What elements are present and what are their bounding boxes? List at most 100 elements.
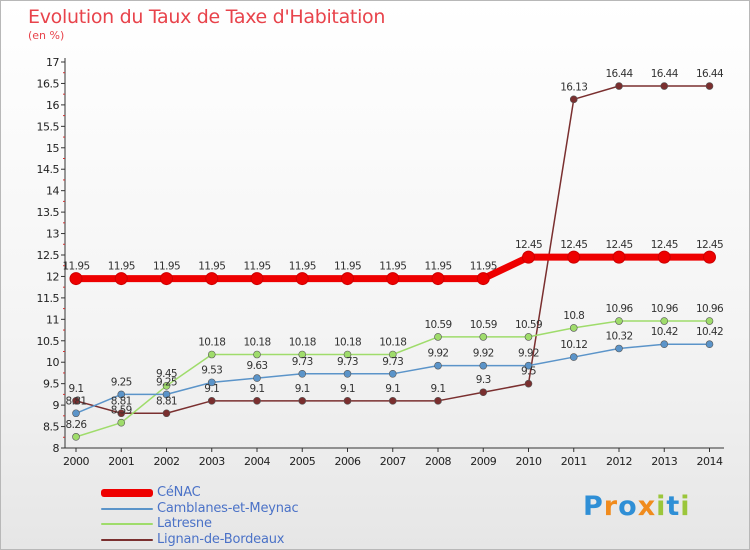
data-label: 10.96 (605, 303, 633, 315)
data-point (388, 397, 397, 405)
data-point (615, 82, 623, 90)
data-point (615, 344, 623, 353)
data-point (72, 409, 80, 418)
data-point (117, 390, 126, 399)
brand-letter: r (603, 491, 619, 522)
x-tick-label: 2012 (606, 455, 632, 468)
data-point (705, 340, 714, 349)
data-point (431, 272, 445, 286)
data-point (160, 272, 173, 286)
legend-label: Latresne (157, 516, 212, 531)
data-label: 8.26 (66, 419, 88, 431)
brand-letter: i (680, 491, 691, 522)
data-label: 12.45 (560, 239, 587, 251)
data-label: 10.18 (198, 337, 225, 349)
data-label: 9.1 (431, 383, 446, 395)
legend-label: CéNAC (157, 485, 201, 500)
data-label: 11.95 (243, 261, 270, 273)
x-tick-label: 2010 (516, 455, 542, 468)
data-point (660, 340, 669, 349)
data-label: 9.1 (385, 383, 400, 395)
data-point (569, 353, 578, 361)
x-tick-label: 2004 (244, 455, 270, 468)
data-label: 12.45 (605, 239, 632, 251)
data-point (117, 418, 126, 427)
y-tick-label: 11 (46, 313, 59, 326)
data-label: 9.73 (337, 356, 358, 368)
data-label: 10.59 (424, 319, 451, 331)
y-tick-label: 11.5 (37, 292, 60, 305)
y-tick-label: 9.5 (43, 378, 59, 391)
y-tick-label: 12.5 (37, 249, 60, 262)
data-label: 9.63 (247, 360, 268, 372)
data-point (162, 409, 171, 418)
data-label: 10.59 (470, 319, 497, 331)
y-tick-label: 16.5 (37, 77, 60, 90)
data-label: 10.42 (696, 326, 723, 338)
data-point (250, 272, 264, 286)
data-point (72, 433, 80, 441)
data-label: 11.95 (198, 261, 225, 273)
legend-swatch (101, 538, 153, 541)
chart-title: Evolution du Taux de Taxe d'Habitation (28, 6, 386, 28)
data-label: 10.96 (651, 303, 679, 315)
brand-letter: x (637, 491, 657, 522)
legend-label: Lignan-de-Bordeaux (157, 531, 285, 547)
data-point (705, 82, 714, 90)
data-label: 9.73 (382, 356, 403, 368)
data-label: 10.18 (334, 337, 361, 349)
data-label: 12.45 (515, 239, 542, 251)
data-point (567, 250, 581, 264)
data-label: 9.1 (204, 383, 219, 395)
data-point (114, 272, 128, 286)
data-point (569, 324, 578, 332)
data-point (205, 272, 219, 286)
data-label: 16.44 (605, 68, 633, 80)
x-tick-label: 2000 (63, 455, 89, 468)
data-label: 10.42 (651, 326, 678, 338)
data-point (117, 409, 126, 418)
data-point (207, 350, 216, 359)
data-label: 9.25 (111, 376, 132, 388)
y-tick-label: 14 (46, 185, 59, 198)
legend-swatch (101, 489, 153, 497)
data-label: 9.73 (292, 356, 313, 368)
brand-letter: o (618, 491, 638, 522)
data-point (660, 317, 669, 325)
data-label: 8.59 (111, 405, 132, 417)
data-point (524, 379, 533, 388)
y-tick-label: 13.5 (37, 206, 60, 219)
y-tick-label: 13 (46, 228, 59, 241)
legend-label: Camblanes-et-Meynac (157, 500, 299, 516)
data-point (253, 374, 261, 382)
y-tick-label: 10.5 (37, 335, 60, 348)
data-point (207, 378, 216, 387)
data-point (434, 333, 442, 341)
data-point (434, 361, 442, 370)
data-point (569, 95, 578, 104)
data-point (207, 397, 216, 405)
data-label: 11.95 (379, 261, 406, 273)
data-label: 8.81 (111, 395, 132, 407)
data-label: 9.92 (428, 348, 449, 360)
data-label: 10.59 (515, 319, 542, 331)
data-point (295, 272, 309, 286)
y-tick-label: 9 (53, 399, 60, 412)
data-point (434, 397, 442, 405)
data-label: 11.95 (334, 261, 361, 273)
data-point (479, 333, 488, 341)
data-point (343, 397, 352, 405)
legend-swatch (101, 507, 153, 510)
data-label: 11.95 (470, 261, 497, 273)
data-label: 10.18 (379, 337, 406, 349)
data-point (524, 361, 533, 370)
data-point (162, 390, 171, 399)
data-point (705, 317, 714, 325)
data-point (615, 317, 623, 325)
data-label: 9.1 (250, 383, 265, 395)
data-label: 9.53 (201, 364, 222, 376)
y-tick-label: 10 (46, 356, 59, 369)
data-label: 9.45 (156, 368, 177, 380)
data-point (476, 272, 490, 286)
